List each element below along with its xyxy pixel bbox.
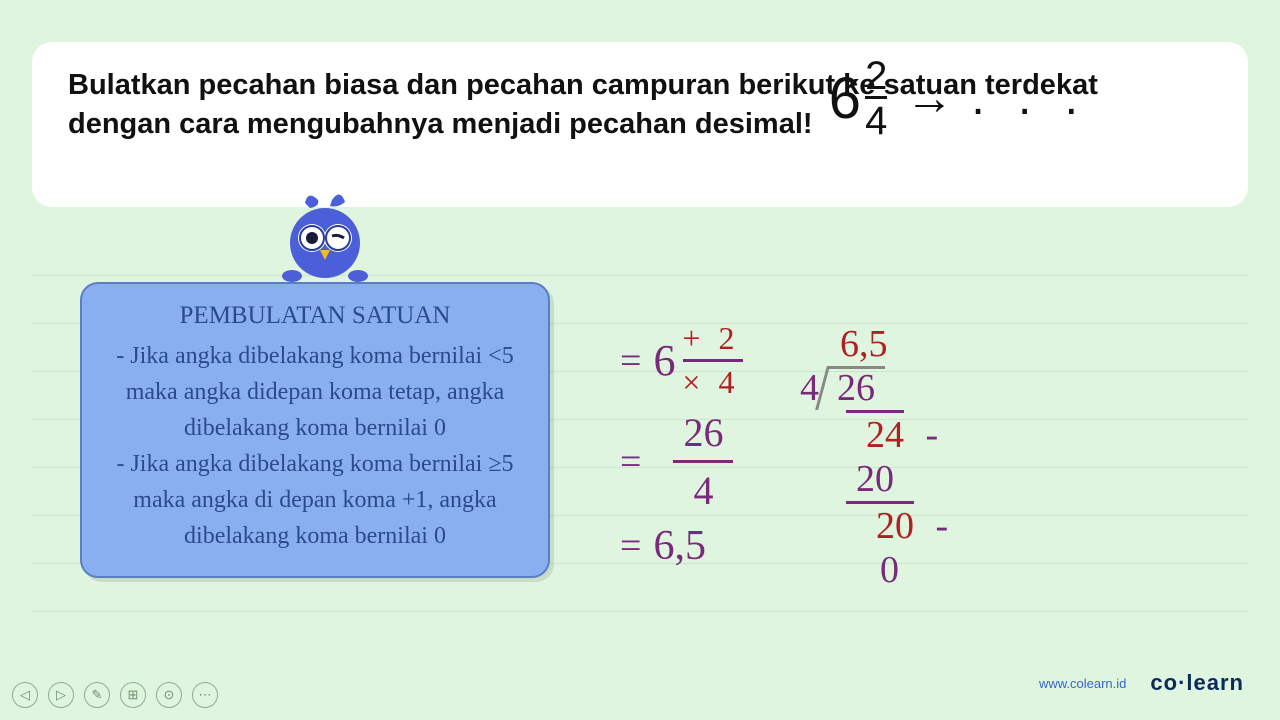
mixed-whole: 6 bbox=[829, 65, 861, 132]
equals-sign-3: = bbox=[620, 524, 641, 568]
info-title: PEMBULATAN SATUAN bbox=[96, 302, 534, 330]
arrow-icon: → bbox=[905, 71, 953, 126]
ld-bracket: 26 bbox=[827, 366, 875, 410]
denominator: 4 bbox=[865, 96, 887, 141]
step2-num: 26 bbox=[683, 409, 723, 456]
info-bullet-1: - Jika angka dibelakang koma bernilai <5… bbox=[96, 338, 534, 446]
ld-res-1: 20 bbox=[846, 458, 894, 500]
fraction-vertical: 2 4 bbox=[865, 56, 887, 141]
step1-num: 2 bbox=[718, 320, 734, 356]
owl-mascot-icon bbox=[280, 188, 370, 288]
nav-zoom-button[interactable]: ⊙ bbox=[156, 682, 182, 708]
question-card: Bulatkan pecahan biasa dan pecahan campu… bbox=[32, 42, 1248, 207]
step1-denom: 4 bbox=[718, 364, 734, 400]
question-fraction: 6 2 4 → . . . bbox=[829, 56, 1088, 141]
step3-result: 6,5 bbox=[653, 522, 706, 570]
footer-url[interactable]: www.colearn.id bbox=[1039, 676, 1126, 691]
ld-sub-1: 24 bbox=[866, 414, 904, 456]
equals-sign: = bbox=[620, 339, 641, 383]
step1-bot: × 4 bbox=[692, 364, 734, 401]
mixed-fraction: 6 2 4 bbox=[829, 56, 888, 141]
nav-prev-button[interactable]: ◁ bbox=[12, 682, 38, 708]
ld-dividend: 26 bbox=[827, 367, 875, 409]
info-box: PEMBULATAN SATUAN - Jika angka dibelakan… bbox=[80, 282, 550, 578]
ld-main-row: 4 26 bbox=[800, 366, 948, 410]
step2-fraction: 26 4 bbox=[673, 409, 733, 514]
plus-sign: + bbox=[682, 320, 700, 356]
ld-minus-2: - bbox=[936, 505, 949, 547]
nav-more-button[interactable]: ⋯ bbox=[192, 682, 218, 708]
footer-logo: co·learn bbox=[1150, 670, 1244, 696]
step1-fraction: + 2 × 4 bbox=[683, 320, 743, 401]
ld-quotient: 6,5 bbox=[800, 322, 948, 366]
question-line-2: dengan cara mengubahnya menjadi pecahan … bbox=[68, 108, 813, 140]
info-body: - Jika angka dibelakang koma bernilai <5… bbox=[96, 338, 534, 554]
times-sign: × bbox=[682, 364, 700, 400]
footer: www.colearn.id co·learn bbox=[1039, 670, 1244, 696]
ld-res-2: 0 bbox=[846, 549, 899, 591]
equals-sign-2: = bbox=[620, 440, 641, 484]
step2-denom: 4 bbox=[693, 467, 713, 514]
long-division: 6,5 4 26 24 - 20 20 - 0 bbox=[800, 322, 948, 592]
info-bullet-2: - Jika angka dibelakang koma bernilai ≥5… bbox=[96, 446, 534, 554]
nav-grid-button[interactable]: ⊞ bbox=[120, 682, 146, 708]
ld-step-1: 24 - bbox=[800, 410, 948, 457]
ld-result-1: 20 bbox=[800, 457, 948, 501]
ld-result-2: 0 bbox=[800, 548, 948, 592]
fraction-bar-2 bbox=[673, 460, 733, 463]
nav-next-button[interactable]: ▷ bbox=[48, 682, 74, 708]
nav-controls: ◁ ▷ ✎ ⊞ ⊙ ⋯ bbox=[12, 682, 218, 708]
answer-dots: . . . bbox=[971, 71, 1088, 126]
numerator: 2 bbox=[865, 56, 887, 96]
fraction-bar bbox=[683, 359, 743, 362]
step1-top: + 2 bbox=[692, 320, 734, 357]
ld-step-2: 20 - bbox=[800, 501, 948, 548]
step1-whole: 6 bbox=[653, 335, 675, 386]
nav-pen-button[interactable]: ✎ bbox=[84, 682, 110, 708]
ld-minus-1: - bbox=[926, 414, 939, 456]
ld-sub-2: 20 bbox=[876, 505, 914, 547]
